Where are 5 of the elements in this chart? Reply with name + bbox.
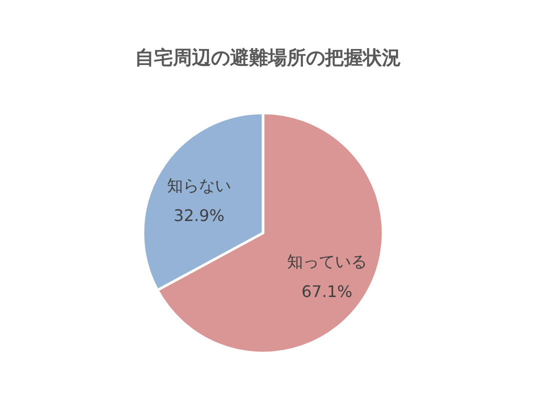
data-label: 32.9% (174, 206, 224, 225)
slice-label: 知っている (286, 252, 367, 272)
slice-label: 知らない (167, 176, 232, 195)
data-label: 67.1% (302, 282, 352, 302)
chart-title: 自宅周辺の避難場所の把握状況 (135, 47, 401, 69)
